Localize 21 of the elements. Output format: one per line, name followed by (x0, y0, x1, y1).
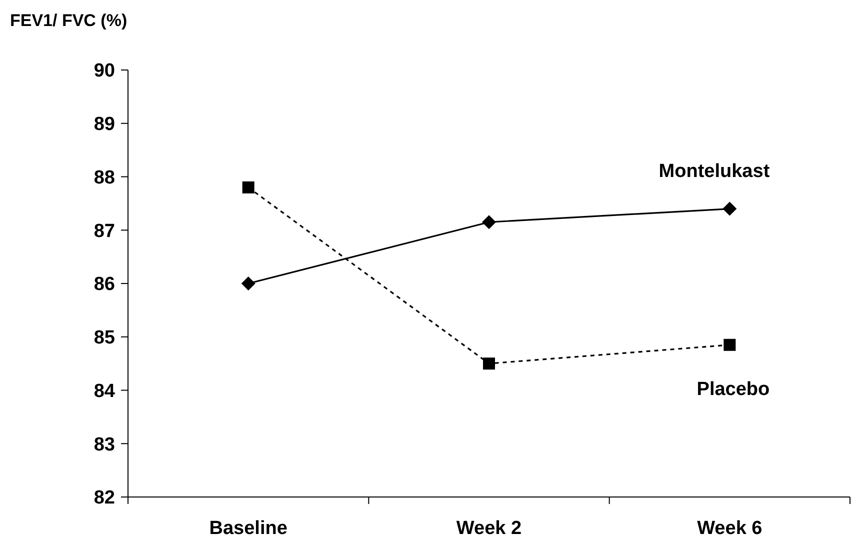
point (241, 276, 256, 290)
y-tick-label: 85 (94, 328, 116, 349)
series-label: Montelukast (658, 160, 770, 182)
x-tick-label: Week 6 (697, 518, 762, 539)
point (242, 181, 254, 194)
y-tick-label: 86 (94, 274, 115, 296)
y-tick-label: 90 (94, 60, 115, 82)
point (724, 338, 736, 351)
point (722, 202, 737, 216)
x-tick-label: Baseline (209, 518, 288, 539)
y-tick-label: 84 (94, 380, 116, 402)
y-tick-label: 82 (94, 488, 115, 509)
y-tick-label: 88 (94, 167, 115, 188)
y-tick-label: 87 (94, 220, 115, 242)
point (482, 215, 496, 230)
y-axis-title: FEV1/ FVC (%) (10, 11, 128, 30)
y-tick-label: 89 (94, 114, 115, 136)
series-label: Placebo (696, 378, 770, 400)
x-tick-label: Week 2 (456, 518, 522, 539)
point (483, 358, 495, 370)
y-tick-label: 83 (94, 434, 115, 456)
